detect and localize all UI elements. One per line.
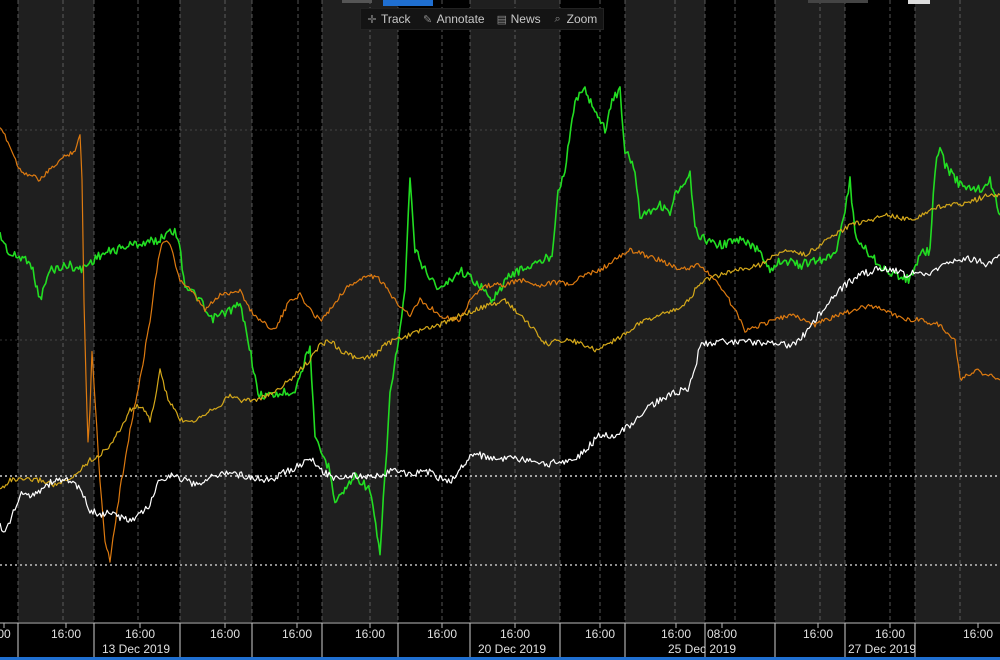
- zoom-button[interactable]: ⌕ Zoom: [547, 9, 604, 29]
- x-tick-label-12: 16:00: [875, 627, 905, 641]
- x-tick-label-7: 16:00: [500, 627, 530, 641]
- zoom-label: Zoom: [566, 12, 598, 26]
- annotate-button[interactable]: ✎ Annotate: [417, 9, 491, 29]
- news-label: News: [510, 12, 541, 26]
- series-gold-line: [0, 193, 1000, 490]
- date-label-3: 27 Dec 2019: [848, 642, 916, 656]
- top-markers: [342, 0, 930, 6]
- vertical-gridlines: [17, 0, 961, 622]
- x-tick-label-4: 16:00: [282, 627, 312, 641]
- series-white-line: [0, 254, 1000, 533]
- crosshair-icon: ✛: [367, 13, 377, 26]
- track-button[interactable]: ✛ Track: [361, 9, 417, 29]
- top-marker-gray-right: [808, 0, 868, 3]
- shade-band-2: [322, 0, 398, 622]
- x-tick-label-9: 16:00: [661, 627, 691, 641]
- annotate-label: Annotate: [436, 12, 485, 26]
- news-button[interactable]: ▤ News: [491, 9, 547, 29]
- x-tick-label-3: 16:00: [210, 627, 240, 641]
- x-tick-label-0: 00: [0, 627, 11, 641]
- date-label-0: 13 Dec 2019: [102, 642, 170, 656]
- pencil-icon: ✎: [422, 13, 433, 26]
- series-orange-line: [0, 127, 1000, 563]
- x-tick-label-5: 16:00: [355, 627, 385, 641]
- x-axis: 00 16:00 16:00 16:00 16:00 16:00 16:00 16:00 16:…: [0, 622, 1000, 660]
- x-tick-label-2: 16:00: [125, 627, 155, 641]
- magnifier-icon: ⌕: [554, 12, 561, 25]
- series-green-line: [0, 86, 1000, 556]
- date-label-1: 20 Dec 2019: [478, 642, 546, 656]
- x-tick-label-11: 16:00: [803, 627, 833, 641]
- x-tick-label-6: 16:00: [427, 627, 457, 641]
- shade-band-1: [180, 0, 252, 622]
- shade-band-6: [915, 0, 1000, 622]
- top-marker-gray: [342, 0, 372, 3]
- x-tick-label-10: 08:00: [707, 627, 737, 641]
- bottom-accent-bar: [0, 657, 1000, 660]
- date-label-2: 25 Dec 2019: [668, 642, 736, 656]
- track-label: Track: [381, 12, 411, 26]
- series-layer: [0, 86, 1000, 563]
- x-axis-background: [0, 622, 1000, 660]
- top-marker-blue: [383, 0, 433, 6]
- news-icon: ▤: [496, 13, 508, 26]
- x-tick-label-13: 16:00: [963, 627, 993, 641]
- x-tick-label-1: 16:00: [51, 627, 81, 641]
- chart-toolbar: ✛ Track ✎ Annotate ▤ News ⌕ Zoom: [360, 8, 605, 30]
- shade-band-0: [18, 0, 94, 622]
- top-marker-white: [908, 0, 930, 4]
- shade-band-4: [625, 0, 705, 622]
- x-tick-label-8: 16:00: [585, 627, 615, 641]
- shade-band-5: [775, 0, 845, 622]
- horizontal-gridlines: [0, 129, 1000, 566]
